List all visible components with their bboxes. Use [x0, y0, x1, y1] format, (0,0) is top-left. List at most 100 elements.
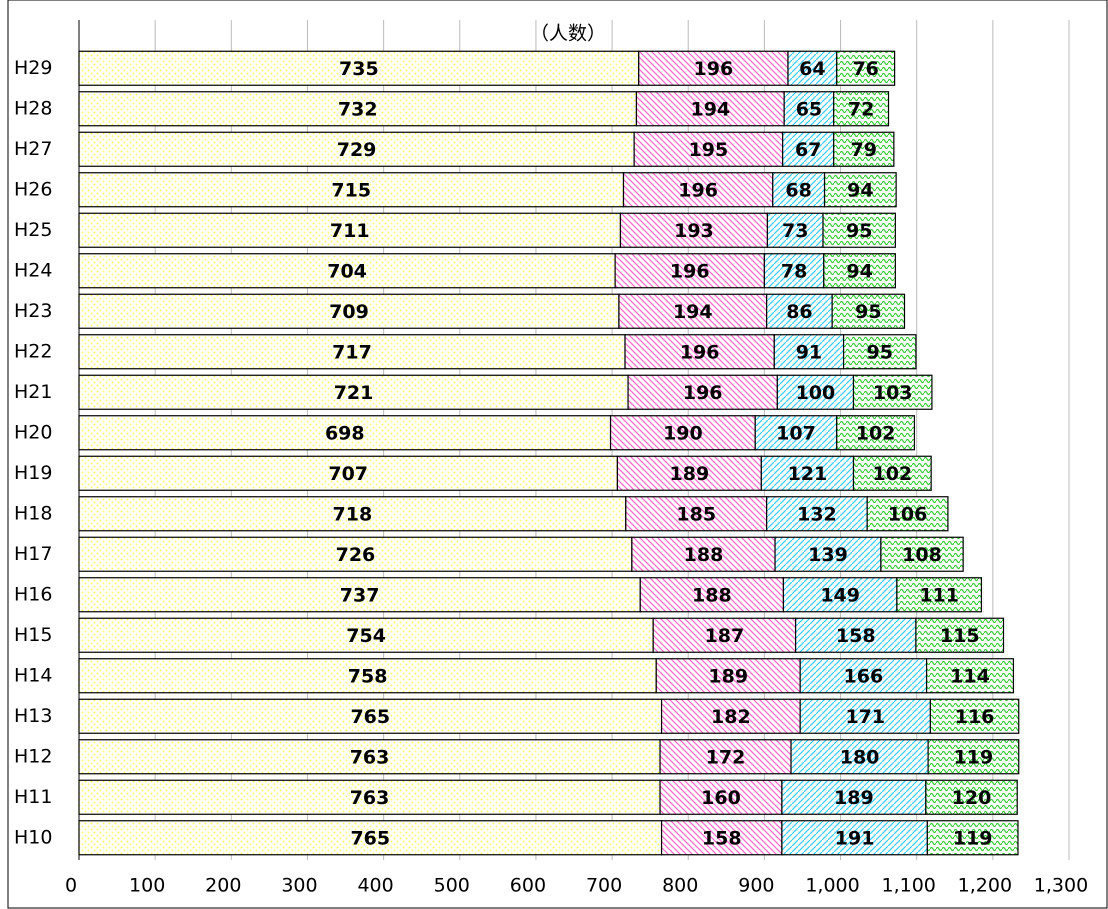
data-label: 120: [952, 787, 992, 809]
y-tick-label: H12: [14, 745, 52, 767]
bar-segment: [78, 50, 640, 86]
data-label: 180: [840, 746, 880, 768]
bar-segment: [842, 334, 917, 370]
data-label: 188: [692, 584, 732, 606]
data-label: 115: [940, 625, 980, 647]
data-label: 707: [328, 463, 368, 485]
bar-segment: [926, 820, 1019, 856]
data-label: 132: [797, 503, 837, 525]
data-label: 196: [678, 179, 718, 201]
data-label: 72: [848, 98, 874, 120]
data-label: 765: [350, 827, 390, 849]
data-label: 102: [856, 422, 896, 444]
data-label: 102: [872, 463, 912, 485]
y-tick-label: H20: [14, 421, 52, 443]
bar-segment: [852, 455, 932, 491]
bar-segment: [774, 536, 882, 572]
data-label: 698: [325, 422, 365, 444]
bar-segment: [659, 779, 783, 815]
bar-segment: [833, 131, 895, 167]
bar-segment: [78, 698, 663, 734]
y-tick-label: H14: [14, 664, 52, 686]
data-label: 158: [702, 827, 742, 849]
bar-segment: [631, 536, 776, 572]
bar-segment: [781, 820, 928, 856]
bar-segment: [624, 334, 775, 370]
bar-segment: [78, 334, 626, 370]
data-label: 763: [350, 746, 390, 768]
data-label: 189: [834, 787, 874, 809]
bar-segment: [880, 536, 964, 572]
y-tick-label: H15: [14, 624, 52, 646]
bar-segment: [763, 253, 825, 289]
data-label: 108: [902, 544, 942, 566]
bar-segment: [925, 658, 1015, 694]
y-tick-label: H29: [14, 57, 52, 79]
data-label: 711: [330, 220, 370, 242]
data-label: 107: [776, 422, 816, 444]
y-tick-label: H21: [14, 381, 52, 403]
bar-segment: [78, 415, 612, 451]
data-label: 194: [690, 98, 730, 120]
data-label: 195: [689, 139, 729, 161]
y-tick-label: H19: [14, 462, 52, 484]
x-tick-label: 800: [662, 875, 698, 897]
data-label: 754: [346, 625, 386, 647]
data-label: 76: [852, 58, 878, 80]
data-label: 73: [782, 220, 808, 242]
bar-segment: [766, 212, 824, 248]
data-label: 189: [708, 665, 748, 687]
bar-segment: [836, 50, 896, 86]
y-tick-label: H26: [14, 178, 52, 200]
data-label: 67: [795, 139, 821, 161]
data-label: 95: [855, 301, 881, 323]
x-tick-label: 1,100: [881, 875, 935, 897]
bar-segment: [616, 455, 762, 491]
data-label: 119: [954, 746, 994, 768]
bar-segment: [760, 455, 855, 491]
bar-segment: [776, 374, 855, 410]
bar-segment: [78, 455, 619, 491]
data-label: 100: [796, 382, 836, 404]
x-tick-label: 0: [65, 875, 77, 897]
bar-segment: [609, 415, 756, 451]
y-tick-label: H17: [14, 543, 52, 565]
data-label: 717: [332, 341, 372, 363]
data-label: 726: [336, 544, 376, 566]
x-tick-label: 1,200: [958, 875, 1012, 897]
bar-segment: [896, 577, 983, 613]
bar-segment: [787, 50, 838, 86]
bar-segment: [766, 293, 833, 329]
data-label: 171: [845, 706, 885, 728]
data-label: 763: [350, 787, 390, 809]
x-tick-label: 500: [434, 875, 470, 897]
bar-segment: [782, 577, 898, 613]
y-tick-label: H18: [14, 502, 52, 524]
bar-segment: [78, 172, 625, 208]
data-label: 78: [781, 260, 807, 282]
x-tick-label: 300: [281, 875, 317, 897]
bar-segment: [783, 91, 835, 127]
data-label: 704: [327, 260, 367, 282]
x-tick-label: 200: [205, 875, 241, 897]
bar-segment: [78, 91, 638, 127]
x-tick-label: 400: [357, 875, 393, 897]
data-label: 196: [694, 58, 734, 80]
bar-segment: [78, 617, 654, 653]
bar-segment: [781, 779, 927, 815]
data-label: 121: [788, 463, 828, 485]
y-tick-label: H10: [14, 826, 52, 848]
bar-segment: [927, 739, 1020, 775]
x-tick-label: 1,000: [805, 875, 859, 897]
data-label: 185: [676, 503, 716, 525]
bar-segment: [766, 496, 868, 532]
data-label: 68: [785, 179, 811, 201]
bar-segment: [78, 253, 616, 289]
data-label: 721: [334, 382, 374, 404]
bar-segment: [78, 131, 635, 167]
bar-segment: [836, 415, 916, 451]
y-tick-label: H13: [14, 705, 52, 727]
bar-segment: [852, 374, 933, 410]
data-label: 709: [329, 301, 369, 323]
